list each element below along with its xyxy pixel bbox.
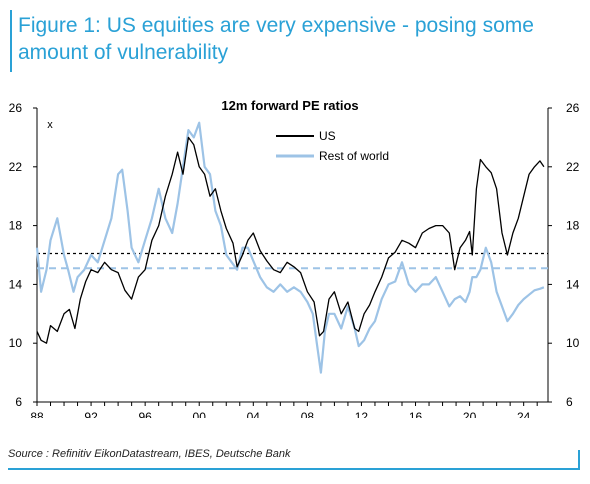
legend-label: Rest of world xyxy=(319,149,389,163)
y-tick-label-left: 18 xyxy=(9,219,23,233)
y-tick-label-left: 22 xyxy=(9,160,23,174)
x-tick-label: 08 xyxy=(301,410,315,418)
x-tick-label: 00 xyxy=(193,410,207,418)
y-tick-label-left: 6 xyxy=(15,395,22,409)
reference-lines xyxy=(37,252,548,270)
pe-ratio-chart: 6 6 10 10 14 14 18 18 22 22 26 26 88 92 96 00 04 08 12 16 20… xyxy=(9,98,580,424)
y-tick-label-right: 26 xyxy=(566,101,580,115)
chart-legend: US Rest of world xyxy=(276,129,389,163)
y-tick-label-left: 26 xyxy=(9,101,23,115)
chart-series xyxy=(35,121,545,374)
y-tick-label-left: 14 xyxy=(9,277,23,291)
bottom-rule xyxy=(8,468,580,470)
y-tick-label-left: 10 xyxy=(9,336,23,350)
x-tick-label: 04 xyxy=(247,410,261,418)
series-line-rest-of-world xyxy=(35,121,545,374)
y-tick-label-right: 10 xyxy=(566,336,580,350)
chart-container: 6 6 10 10 14 14 18 18 22 22 26 26 88 92 96 00 04 08 12 16 20… xyxy=(0,88,590,424)
title-accent-bar xyxy=(10,10,12,72)
y-tick-label-right: 6 xyxy=(566,395,573,409)
x-tick-label: 96 xyxy=(138,410,152,418)
bottom-rule-end xyxy=(578,450,580,470)
y-tick-label-right: 22 xyxy=(566,160,580,174)
series-line-us xyxy=(36,136,545,344)
legend-label: US xyxy=(319,129,336,143)
x-tick-label: 16 xyxy=(409,410,423,418)
unit-label: x xyxy=(47,119,53,131)
x-tick-label: 12 xyxy=(355,410,369,418)
figure-title: Figure 1: US equities are very expensive… xyxy=(18,14,534,64)
x-tick-label: 24 xyxy=(517,410,531,418)
y-tick-label-right: 14 xyxy=(566,277,580,291)
x-tick-label: 92 xyxy=(84,410,98,418)
x-tick-label: 88 xyxy=(30,410,44,418)
chart-title: 12m forward PE ratios xyxy=(221,98,358,113)
source-note: Source : Refinitiv EikonDatastream, IBES… xyxy=(8,448,291,460)
x-tick-label: 20 xyxy=(463,410,477,418)
y-tick-label-right: 18 xyxy=(566,219,580,233)
